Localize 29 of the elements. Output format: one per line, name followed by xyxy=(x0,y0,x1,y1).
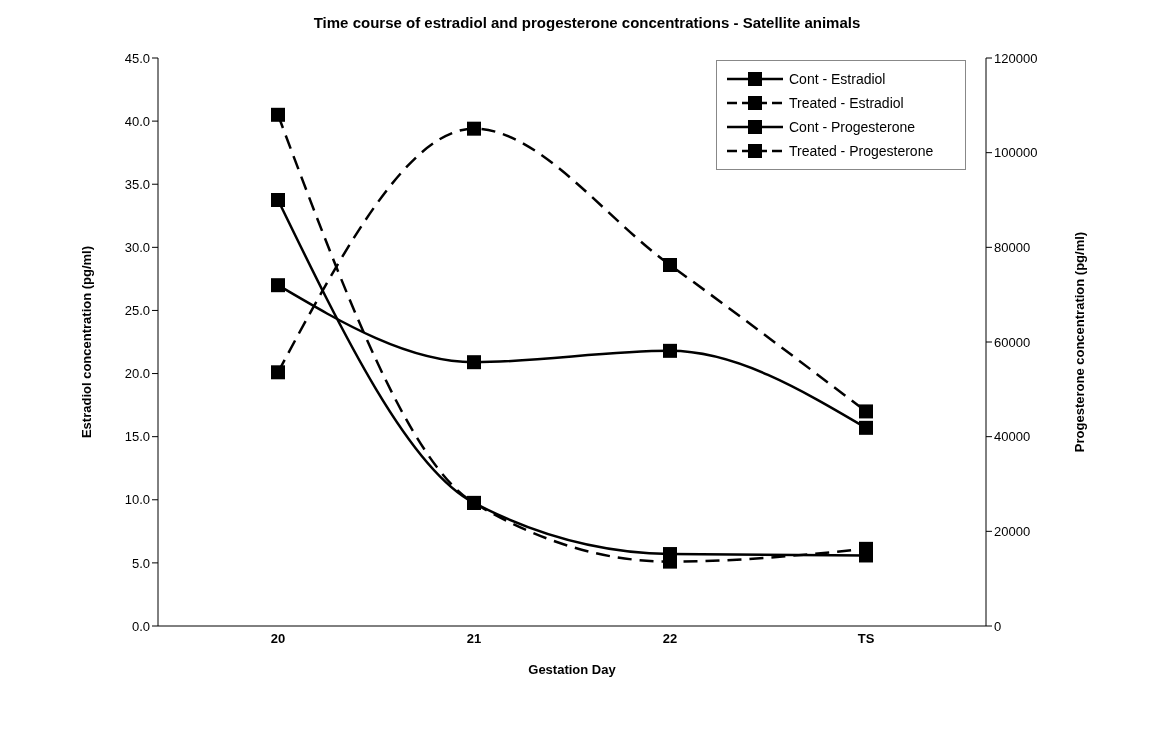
y2-axis-title: Progesterone concentration (pg/ml) xyxy=(1071,231,1087,453)
y-tick-label: 20.0 xyxy=(124,366,150,382)
x-tick-label: 22 xyxy=(662,631,678,647)
y-tick-label: 15.0 xyxy=(124,429,150,445)
y2-tick-label: 40000 xyxy=(994,429,1031,445)
y-tick-label: 35.0 xyxy=(124,176,150,192)
legend-label: Treated - Progesterone xyxy=(789,143,934,159)
y2-tick-label: 60000 xyxy=(994,334,1031,350)
y-tick-label: 5.0 xyxy=(131,555,150,571)
chart-title: Time course of estradiol and progesterone concentrations - Satellite animals xyxy=(312,14,862,31)
y-tick-label: 25.0 xyxy=(124,303,150,319)
y2-tick-label: 120000 xyxy=(994,50,1038,66)
legend-label: Cont - Progesterone xyxy=(789,119,916,135)
y-tick-label: 10.0 xyxy=(124,492,150,508)
y-tick-label: 40.0 xyxy=(124,113,150,129)
y-tick-label: 0.0 xyxy=(131,618,150,634)
y2-tick-label: 20000 xyxy=(994,523,1031,539)
y-tick-label: 45.0 xyxy=(124,50,150,66)
x-axis-title: Gestation Day xyxy=(528,662,617,677)
y2-tick-label: 100000 xyxy=(994,145,1038,161)
x-tick-label: 21 xyxy=(466,631,482,647)
legend-label: Cont - Estradiol xyxy=(789,71,886,87)
x-tick-label: 20 xyxy=(270,631,286,647)
y-axis-title: Estradiol concentration (pg/ml) xyxy=(78,245,94,439)
x-tick-label: TS xyxy=(857,631,875,647)
y-tick-label: 30.0 xyxy=(124,239,150,255)
legend-label: Treated - Estradiol xyxy=(789,95,904,111)
y2-tick-label: 80000 xyxy=(994,239,1031,255)
y2-tick-label: 0 xyxy=(994,618,1002,634)
